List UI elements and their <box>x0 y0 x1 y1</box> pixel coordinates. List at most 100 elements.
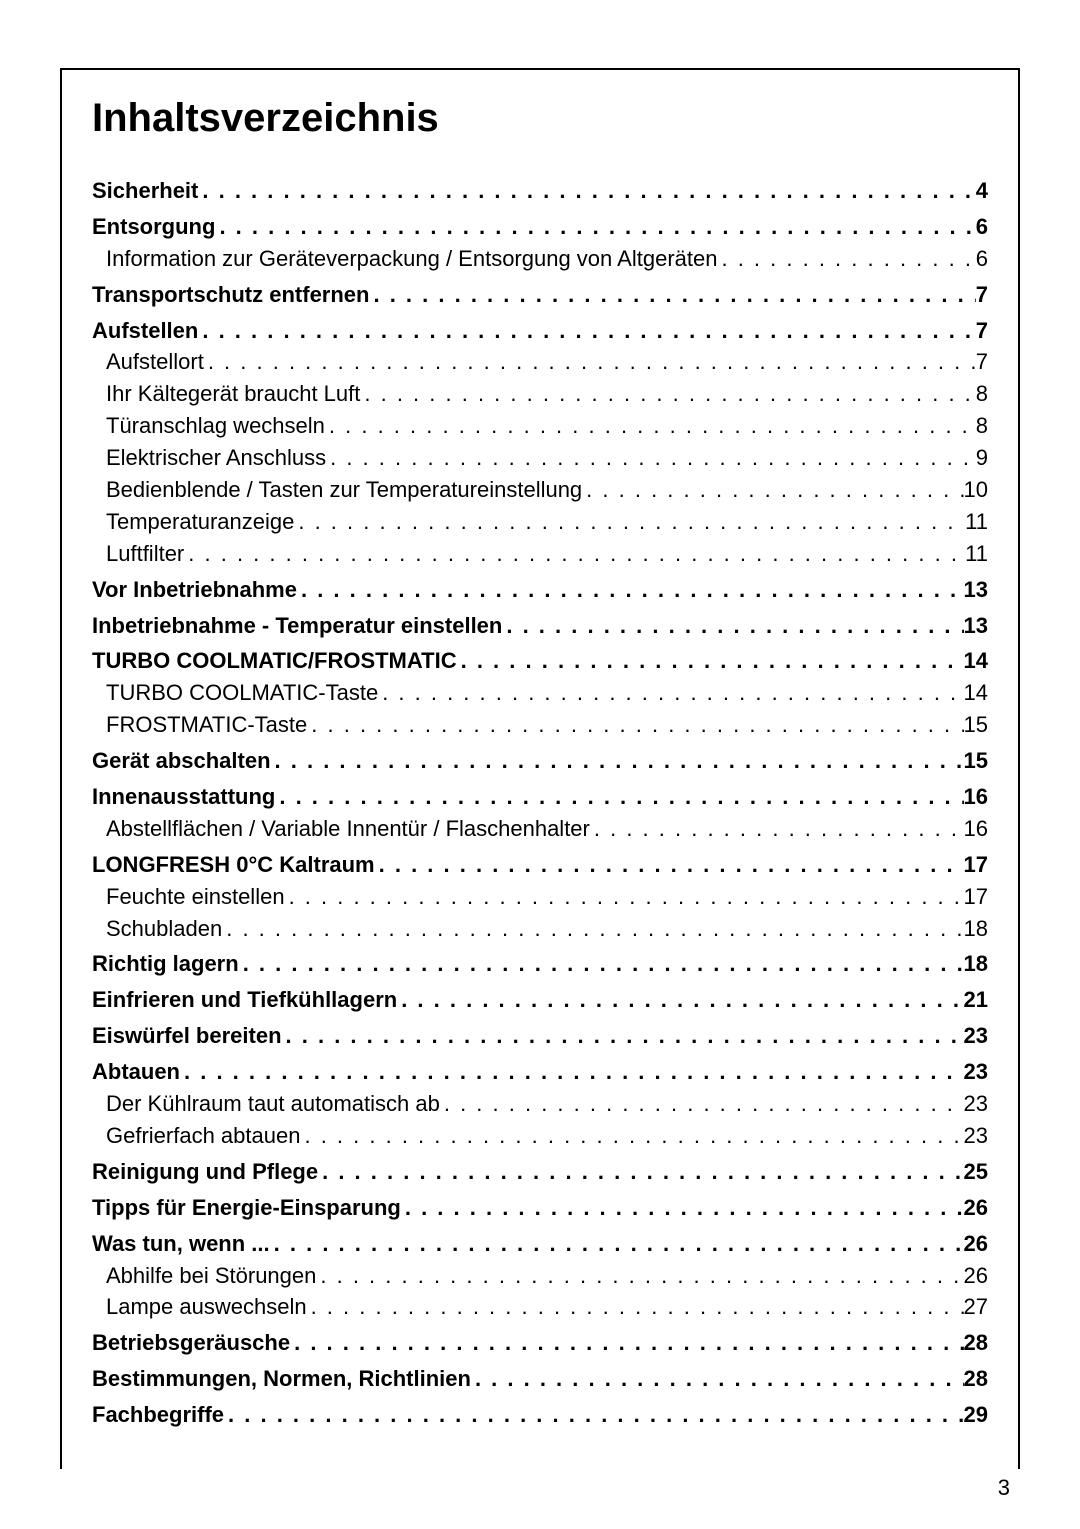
toc-leader: . . . . . . . . . . . . . . . . . . . . … <box>275 781 963 813</box>
toc-label: Tipps für Energie-Einsparung <box>92 1192 401 1224</box>
toc-page: 10 <box>964 474 988 506</box>
toc-label: Abstellflächen / Variable Innentür / Fla… <box>106 813 590 845</box>
toc-page: 6 <box>976 211 988 243</box>
toc-page: 16 <box>964 813 988 845</box>
toc-label: Bedienblende / Tasten zur Temperatureins… <box>106 474 582 506</box>
toc-row: Bedienblende / Tasten zur Temperatureins… <box>92 474 988 506</box>
toc-row: Ihr Kältegerät braucht Luft. . . . . . .… <box>92 378 988 410</box>
toc-leader: . . . . . . . . . . . . . . . . . . . . … <box>282 1020 964 1052</box>
toc-row: Sicherheit. . . . . . . . . . . . . . . … <box>92 175 988 207</box>
toc-page: 7 <box>976 279 988 311</box>
toc-row: Reinigung und Pflege. . . . . . . . . . … <box>92 1156 988 1188</box>
toc-label: Abtauen <box>92 1056 180 1088</box>
toc-page: 29 <box>964 1399 988 1431</box>
toc-row: Abtauen. . . . . . . . . . . . . . . . .… <box>92 1056 988 1088</box>
toc-page: 7 <box>976 346 988 378</box>
toc-row: Schubladen. . . . . . . . . . . . . . . … <box>92 913 988 945</box>
toc-label: FROSTMATIC-Taste <box>106 709 307 741</box>
toc-page: 11 <box>965 538 988 570</box>
table-of-contents: Sicherheit. . . . . . . . . . . . . . . … <box>92 175 988 1431</box>
toc-label: Gerät abschalten <box>92 745 271 777</box>
toc-label: LONGFRESH 0°C Kaltraum <box>92 849 375 881</box>
toc-row: Tipps für Energie-Einsparung. . . . . . … <box>92 1192 988 1224</box>
toc-row: Entsorgung. . . . . . . . . . . . . . . … <box>92 211 988 243</box>
page-number: 3 <box>998 1475 1010 1501</box>
toc-leader: . . . . . . . . . . . . . . . . . . . . … <box>271 745 964 777</box>
toc-page: 14 <box>964 677 988 709</box>
toc-label: Richtig lagern <box>92 948 239 980</box>
toc-page: 23 <box>964 1088 988 1120</box>
toc-label: Vor Inbetriebnahme <box>92 574 297 606</box>
toc-label: Türanschlag wechseln <box>106 410 325 442</box>
toc-page: 16 <box>964 781 988 813</box>
toc-row: Der Kühlraum taut automatisch ab. . . . … <box>92 1088 988 1120</box>
toc-label: Inbetriebnahme - Temperatur einstellen <box>92 610 502 642</box>
toc-page: 4 <box>976 175 988 207</box>
toc-leader: . . . . . . . . . . . . . . . . . . . . … <box>378 677 963 709</box>
toc-label: Bestimmungen, Normen, Richtlinien <box>92 1363 471 1395</box>
toc-row: Temperaturanzeige. . . . . . . . . . . .… <box>92 506 988 538</box>
toc-label: Elektrischer Anschluss <box>106 442 326 474</box>
toc-row: Bestimmungen, Normen, Richtlinien. . . .… <box>92 1363 988 1395</box>
toc-page: 17 <box>964 881 988 913</box>
toc-row: LONGFRESH 0°C Kaltraum. . . . . . . . . … <box>92 849 988 881</box>
toc-page: 21 <box>964 984 988 1016</box>
toc-page: 28 <box>964 1363 988 1395</box>
toc-leader: . . . . . . . . . . . . . . . . . . . . … <box>297 574 964 606</box>
toc-label: Abhilfe bei Störungen <box>106 1260 316 1292</box>
toc-page: 15 <box>964 709 988 741</box>
toc-row: Gerät abschalten. . . . . . . . . . . . … <box>92 745 988 777</box>
toc-leader: . . . . . . . . . . . . . . . . . . . . … <box>224 1399 963 1431</box>
toc-leader: . . . . . . . . . . . . . . . . . . . . … <box>239 948 964 980</box>
toc-row: Innenausstattung. . . . . . . . . . . . … <box>92 781 988 813</box>
toc-row: Betriebsgeräusche. . . . . . . . . . . .… <box>92 1327 988 1359</box>
toc-label: TURBO COOLMATIC/FROSTMATIC <box>92 645 457 677</box>
toc-label: Information zur Geräteverpackung / Entso… <box>106 243 717 275</box>
toc-label: Sicherheit <box>92 175 198 207</box>
toc-page: 17 <box>964 849 988 881</box>
toc-label: Einfrieren und Tiefkühllagern <box>92 984 397 1016</box>
toc-leader: . . . . . . . . . . . . . . . . . . . . … <box>184 538 965 570</box>
toc-label: Gefrierfach abtauen <box>106 1120 300 1152</box>
page-title: Inhaltsverzeichnis <box>92 96 988 141</box>
toc-leader: . . . . . . . . . . . . . . . . . . . . … <box>300 1120 963 1152</box>
toc-row: Einfrieren und Tiefkühllagern. . . . . .… <box>92 984 988 1016</box>
toc-leader: . . . . . . . . . . . . . . . . . . . . … <box>717 243 975 275</box>
toc-page: 8 <box>976 378 988 410</box>
toc-page: 18 <box>964 913 988 945</box>
toc-leader: . . . . . . . . . . . . . . . . . . . . … <box>440 1088 964 1120</box>
toc-row: Fachbegriffe. . . . . . . . . . . . . . … <box>92 1399 988 1431</box>
toc-leader: . . . . . . . . . . . . . . . . . . . . … <box>307 1291 964 1323</box>
toc-leader: . . . . . . . . . . . . . . . . . . . . … <box>215 211 975 243</box>
toc-leader: . . . . . . . . . . . . . . . . . . . . … <box>270 1228 964 1260</box>
toc-label: Aufstellen <box>92 315 198 347</box>
toc-label: Der Kühlraum taut automatisch ab <box>106 1088 440 1120</box>
toc-row: Gefrierfach abtauen. . . . . . . . . . .… <box>92 1120 988 1152</box>
toc-page: 18 <box>964 948 988 980</box>
toc-row: Feuchte einstellen. . . . . . . . . . . … <box>92 881 988 913</box>
toc-leader: . . . . . . . . . . . . . . . . . . . . … <box>360 378 975 410</box>
toc-leader: . . . . . . . . . . . . . . . . . . . . … <box>369 279 975 311</box>
toc-label: TURBO COOLMATIC-Taste <box>106 677 378 709</box>
toc-row: Elektrischer Anschluss. . . . . . . . . … <box>92 442 988 474</box>
toc-row: Abhilfe bei Störungen. . . . . . . . . .… <box>92 1260 988 1292</box>
toc-leader: . . . . . . . . . . . . . . . . . . . . … <box>198 175 975 207</box>
toc-leader: . . . . . . . . . . . . . . . . . . . . … <box>590 813 964 845</box>
toc-page: 23 <box>964 1056 988 1088</box>
toc-label: Entsorgung <box>92 211 215 243</box>
toc-leader: . . . . . . . . . . . . . . . . . . . . … <box>316 1260 963 1292</box>
toc-page: 15 <box>964 745 988 777</box>
toc-page: 14 <box>964 645 988 677</box>
toc-leader: . . . . . . . . . . . . . . . . . . . . … <box>198 315 975 347</box>
toc-leader: . . . . . . . . . . . . . . . . . . . . … <box>375 849 964 881</box>
toc-leader: . . . . . . . . . . . . . . . . . . . . … <box>457 645 964 677</box>
toc-leader: . . . . . . . . . . . . . . . . . . . . … <box>582 474 963 506</box>
toc-leader: . . . . . . . . . . . . . . . . . . . . … <box>285 881 964 913</box>
toc-label: Aufstellort <box>106 346 204 378</box>
toc-label: Lampe auswechseln <box>106 1291 307 1323</box>
toc-label: Fachbegriffe <box>92 1399 224 1431</box>
toc-page: 28 <box>964 1327 988 1359</box>
page-frame: Inhaltsverzeichnis Sicherheit. . . . . .… <box>60 68 1020 1469</box>
toc-page: 26 <box>964 1192 988 1224</box>
toc-label: Feuchte einstellen <box>106 881 285 913</box>
